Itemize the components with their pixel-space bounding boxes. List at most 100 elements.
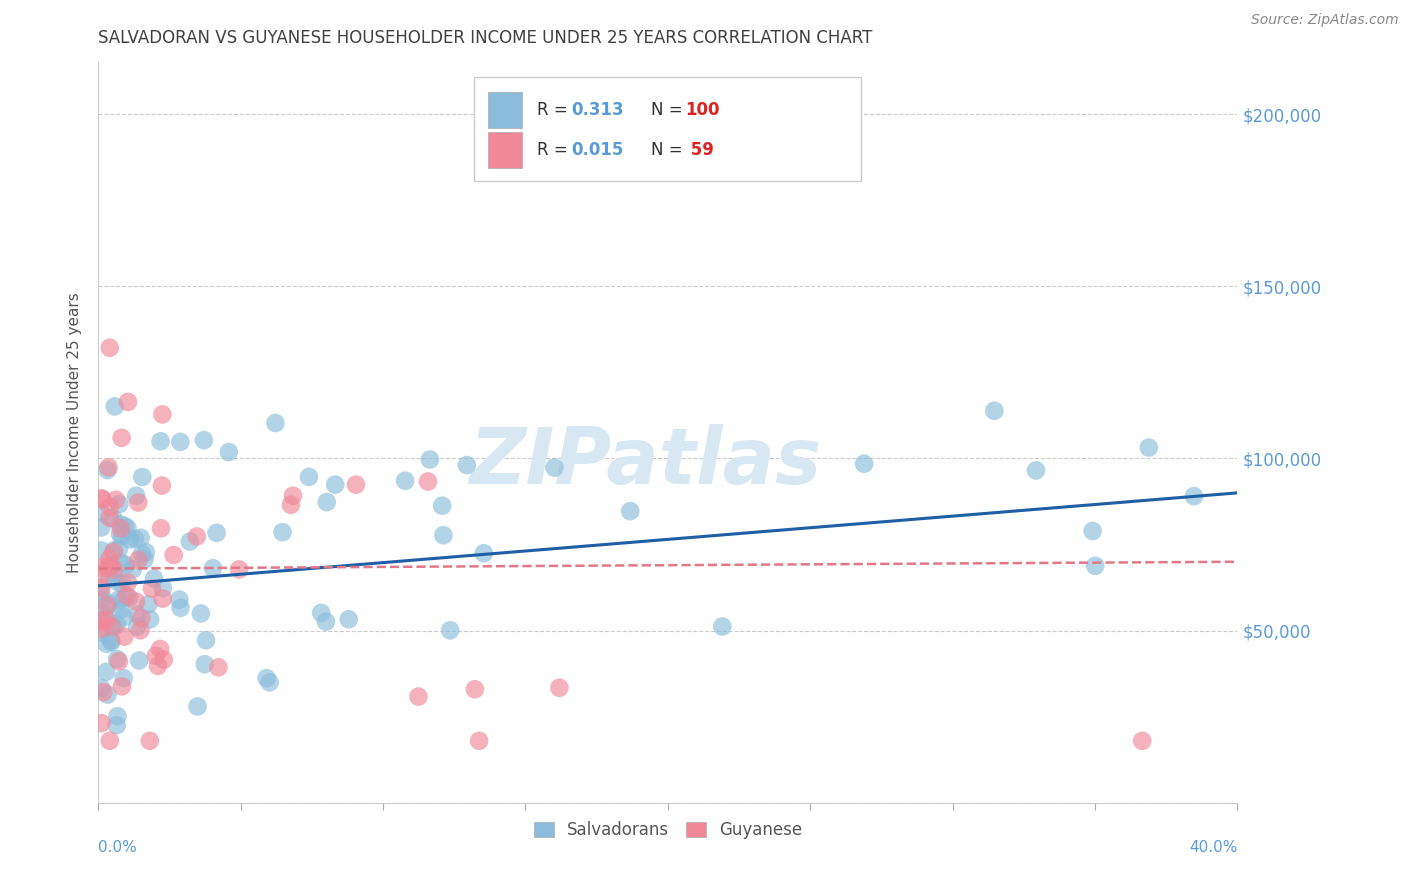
Point	[271, 525, 294, 540]
Point	[90, 681, 112, 695]
Point	[117, 395, 139, 409]
Point	[110, 556, 132, 570]
Point	[149, 434, 172, 449]
Point	[105, 617, 128, 632]
Point	[169, 600, 191, 615]
Point	[1081, 524, 1104, 538]
Point	[416, 475, 439, 489]
Point	[93, 560, 115, 574]
Point	[468, 734, 491, 748]
Point	[98, 552, 121, 566]
Point	[90, 567, 112, 582]
Point	[96, 614, 118, 628]
Point	[218, 445, 240, 459]
Point	[114, 558, 136, 572]
Point	[143, 572, 166, 586]
Point	[90, 716, 112, 731]
Point	[193, 433, 215, 447]
Point	[152, 591, 174, 606]
Point	[90, 491, 112, 505]
Point	[256, 671, 278, 685]
Point	[195, 633, 218, 648]
Point	[135, 545, 157, 559]
Point	[205, 525, 228, 540]
Point	[108, 541, 131, 556]
Point	[127, 553, 149, 567]
Text: ZIPatlas: ZIPatlas	[470, 425, 821, 500]
Point	[150, 478, 173, 492]
Point	[131, 470, 153, 484]
Point	[118, 533, 141, 547]
Point	[127, 620, 149, 634]
Point	[98, 572, 121, 586]
Point	[323, 477, 346, 491]
Point	[96, 598, 118, 612]
Text: Source: ZipAtlas.com: Source: ZipAtlas.com	[1251, 13, 1399, 28]
Point	[280, 498, 302, 512]
Point	[105, 652, 128, 666]
Point	[1084, 558, 1107, 573]
Point	[394, 474, 416, 488]
Text: 0.313: 0.313	[571, 101, 624, 119]
Point	[121, 562, 143, 576]
Point	[207, 660, 229, 674]
Point	[108, 527, 131, 541]
Point	[103, 511, 125, 525]
Point	[90, 586, 112, 600]
Point	[127, 607, 149, 622]
Point	[118, 591, 141, 605]
Point	[98, 500, 121, 514]
Point	[432, 528, 454, 542]
Point	[103, 620, 125, 634]
Point	[96, 463, 118, 477]
Point	[548, 681, 571, 695]
Point	[114, 519, 136, 533]
Point	[100, 633, 122, 648]
Point	[145, 648, 167, 663]
Point	[309, 606, 332, 620]
Point	[179, 534, 201, 549]
Point	[127, 495, 149, 509]
Point	[472, 546, 495, 560]
Legend: Salvadorans, Guyanese: Salvadorans, Guyanese	[526, 814, 810, 847]
Point	[190, 607, 212, 621]
Point	[98, 341, 121, 355]
Point	[129, 611, 152, 625]
FancyBboxPatch shape	[488, 132, 522, 168]
Point	[100, 635, 122, 649]
Point	[96, 665, 118, 679]
Point	[91, 492, 114, 507]
Point	[112, 630, 135, 644]
Point	[103, 545, 125, 559]
Point	[111, 575, 134, 590]
Point	[169, 434, 191, 449]
Point	[149, 642, 172, 657]
Point	[298, 470, 321, 484]
Point	[1130, 734, 1153, 748]
Point	[100, 620, 122, 634]
Point	[337, 612, 360, 626]
Point	[94, 611, 117, 625]
Point	[1025, 463, 1047, 477]
Point	[104, 400, 127, 414]
Point	[853, 457, 876, 471]
Point	[619, 504, 641, 518]
Point	[98, 597, 121, 611]
Point	[408, 690, 430, 704]
Point	[187, 699, 209, 714]
Point	[93, 685, 115, 699]
Point	[139, 612, 162, 626]
Point	[464, 682, 486, 697]
Point	[111, 679, 134, 693]
Point	[186, 529, 208, 543]
Point	[117, 575, 139, 590]
Point	[344, 477, 367, 491]
Point	[98, 561, 121, 575]
Point	[112, 671, 135, 685]
Y-axis label: Householder Income Under 25 years: Householder Income Under 25 years	[67, 293, 83, 573]
Point	[107, 593, 129, 607]
Point	[131, 547, 153, 561]
Point	[139, 734, 162, 748]
Point	[419, 452, 441, 467]
Point	[162, 548, 184, 562]
